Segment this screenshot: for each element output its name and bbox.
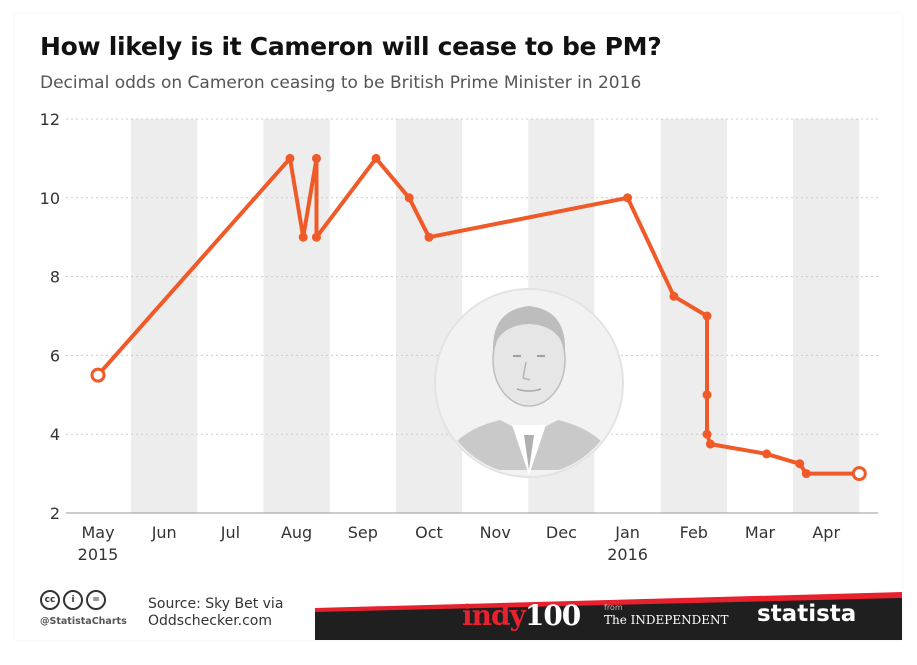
y-tick-label: 12 bbox=[40, 110, 60, 129]
chart-subtitle: Decimal odds on Cameron ceasing to be Br… bbox=[40, 73, 642, 93]
data-point bbox=[311, 153, 321, 163]
x-tick-label: Sep bbox=[348, 523, 378, 542]
footer-dark-band bbox=[315, 598, 902, 640]
data-point bbox=[851, 466, 867, 482]
y-tick-label: 10 bbox=[40, 189, 60, 208]
month-band bbox=[793, 119, 860, 513]
month-band bbox=[263, 119, 330, 513]
license-icons: cc i = bbox=[40, 590, 106, 610]
month-band bbox=[660, 119, 727, 513]
data-point bbox=[702, 429, 712, 439]
x-tick-label: Dec bbox=[546, 523, 577, 542]
independent-logo[interactable]: The INDEPENDENT bbox=[604, 613, 729, 627]
x-tick-year-label: 2015 bbox=[78, 545, 119, 564]
source-line-1: Source: Sky Bet via bbox=[148, 596, 284, 612]
brand-from-label: from bbox=[604, 603, 623, 612]
indy100-logo[interactable]: indy100 bbox=[462, 599, 581, 632]
data-point bbox=[762, 449, 772, 459]
nd-icon: = bbox=[86, 590, 106, 610]
data-point bbox=[705, 439, 715, 449]
x-tick-label: Jan bbox=[614, 523, 640, 542]
by-icon: i bbox=[63, 590, 83, 610]
source-note: Source: Sky Bet via Oddschecker.com bbox=[148, 596, 283, 630]
month-band bbox=[131, 119, 198, 513]
data-point bbox=[371, 153, 381, 163]
x-tick-label: Nov bbox=[480, 523, 511, 542]
data-point bbox=[404, 193, 414, 203]
x-tick-year-label: 2016 bbox=[607, 545, 648, 564]
data-point bbox=[702, 390, 712, 400]
data-point bbox=[795, 459, 805, 469]
odds-line bbox=[96, 156, 862, 476]
data-point bbox=[311, 232, 321, 242]
data-point bbox=[424, 232, 434, 242]
x-tick-label: Jul bbox=[220, 523, 240, 542]
x-tick-label: Feb bbox=[680, 523, 708, 542]
statista-logo[interactable]: statista bbox=[757, 601, 857, 627]
data-point bbox=[285, 153, 295, 163]
x-tick-label: Aug bbox=[281, 523, 312, 542]
data-point bbox=[669, 291, 679, 301]
data-point bbox=[90, 367, 106, 383]
month-band bbox=[395, 119, 463, 513]
x-tick-label: Jun bbox=[151, 523, 177, 542]
y-axis-ticks: 2 4 6 8 10 12 bbox=[40, 110, 60, 523]
data-point bbox=[702, 311, 712, 321]
y-tick-label: 2 bbox=[50, 504, 60, 523]
data-point bbox=[623, 193, 633, 203]
chart-title: How likely is it Cameron will cease to b… bbox=[40, 32, 662, 61]
x-tick-label: Oct bbox=[415, 523, 443, 542]
data-point bbox=[801, 469, 811, 479]
y-tick-label: 4 bbox=[50, 425, 60, 444]
y-tick-label: 6 bbox=[50, 346, 60, 365]
x-tick-label: May bbox=[81, 523, 114, 542]
x-tick-label: Apr bbox=[812, 523, 840, 542]
data-point bbox=[298, 232, 308, 242]
cc-icon: cc bbox=[40, 590, 60, 610]
statista-handle[interactable]: @StatistaCharts bbox=[40, 616, 127, 627]
y-tick-label: 8 bbox=[50, 268, 60, 287]
data-markers bbox=[90, 153, 867, 482]
footer-bar bbox=[15, 592, 902, 640]
x-tick-label: Mar bbox=[745, 523, 776, 542]
cameron-portrait bbox=[434, 288, 624, 478]
x-axis-ticks: May 2015 Jun Jul Aug Sep Oct Nov Dec Jan 2016 Feb Ma… bbox=[78, 523, 841, 564]
source-line-2[interactable]: Oddschecker.com bbox=[148, 613, 273, 629]
